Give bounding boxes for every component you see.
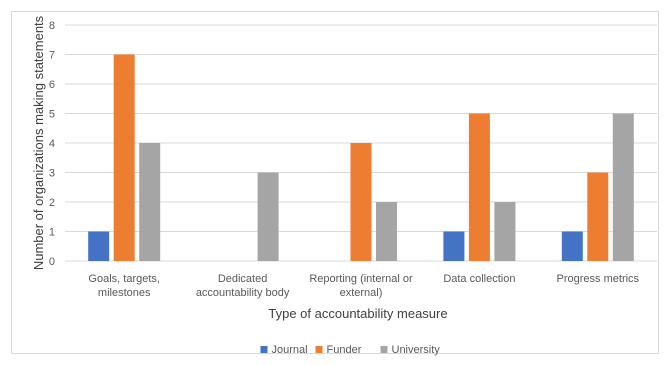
x-axis-title: Type of accountability measure [268,306,447,321]
x-tick-label: Data collection [443,273,515,285]
legend: Journal Funder University [260,344,441,356]
legend-swatch-university [380,346,388,353]
bar-university-1 [257,172,279,261]
legend-swatch-funder [315,346,323,353]
legend-label-funder: Funder [327,344,362,356]
y-axis-title: Number of organizations making statement… [31,15,46,270]
legend-label-journal: Journal [272,344,308,356]
legend-swatch-journal [260,346,268,353]
bar-funder-0 [113,54,135,261]
x-tick-label: Goals, targets, milestones [88,273,160,299]
bar-funder-2 [350,143,372,261]
y-tick-label: 5 [49,109,55,121]
gridlines [65,24,657,262]
y-tick-label: 1 [49,227,55,239]
y-tick-label: 6 [49,79,55,91]
x-tick-label: Dedicated accountability body [196,273,290,299]
x-tick-labels: Goals, targets, milestones Dedicated accoun… [88,273,639,299]
bar-university-3 [494,202,516,261]
y-tick-label: 2 [49,197,55,209]
bar-journal-0 [88,231,110,261]
legend-label-university: University [392,344,441,356]
y-tick-label: 4 [49,138,55,150]
bar-journal-3 [443,231,465,261]
bar-journal-4 [561,231,583,261]
y-tick-label: 8 [49,20,55,32]
bar-university-2 [376,202,397,261]
y-tick-label: 3 [49,168,55,180]
bar-university-4 [612,113,634,261]
x-tick-label: Progress metrics [557,273,640,285]
y-tick-label: 7 [49,50,55,62]
x-tick-label: Reporting (internal or external) [309,273,413,299]
bars [88,54,634,261]
y-tick-label: 0 [49,256,55,268]
bar-funder-3 [468,113,490,261]
y-tick-labels: 0 1 2 3 4 5 6 7 8 [49,20,55,268]
bar-funder-4 [587,172,609,261]
bar-university-0 [139,143,161,261]
